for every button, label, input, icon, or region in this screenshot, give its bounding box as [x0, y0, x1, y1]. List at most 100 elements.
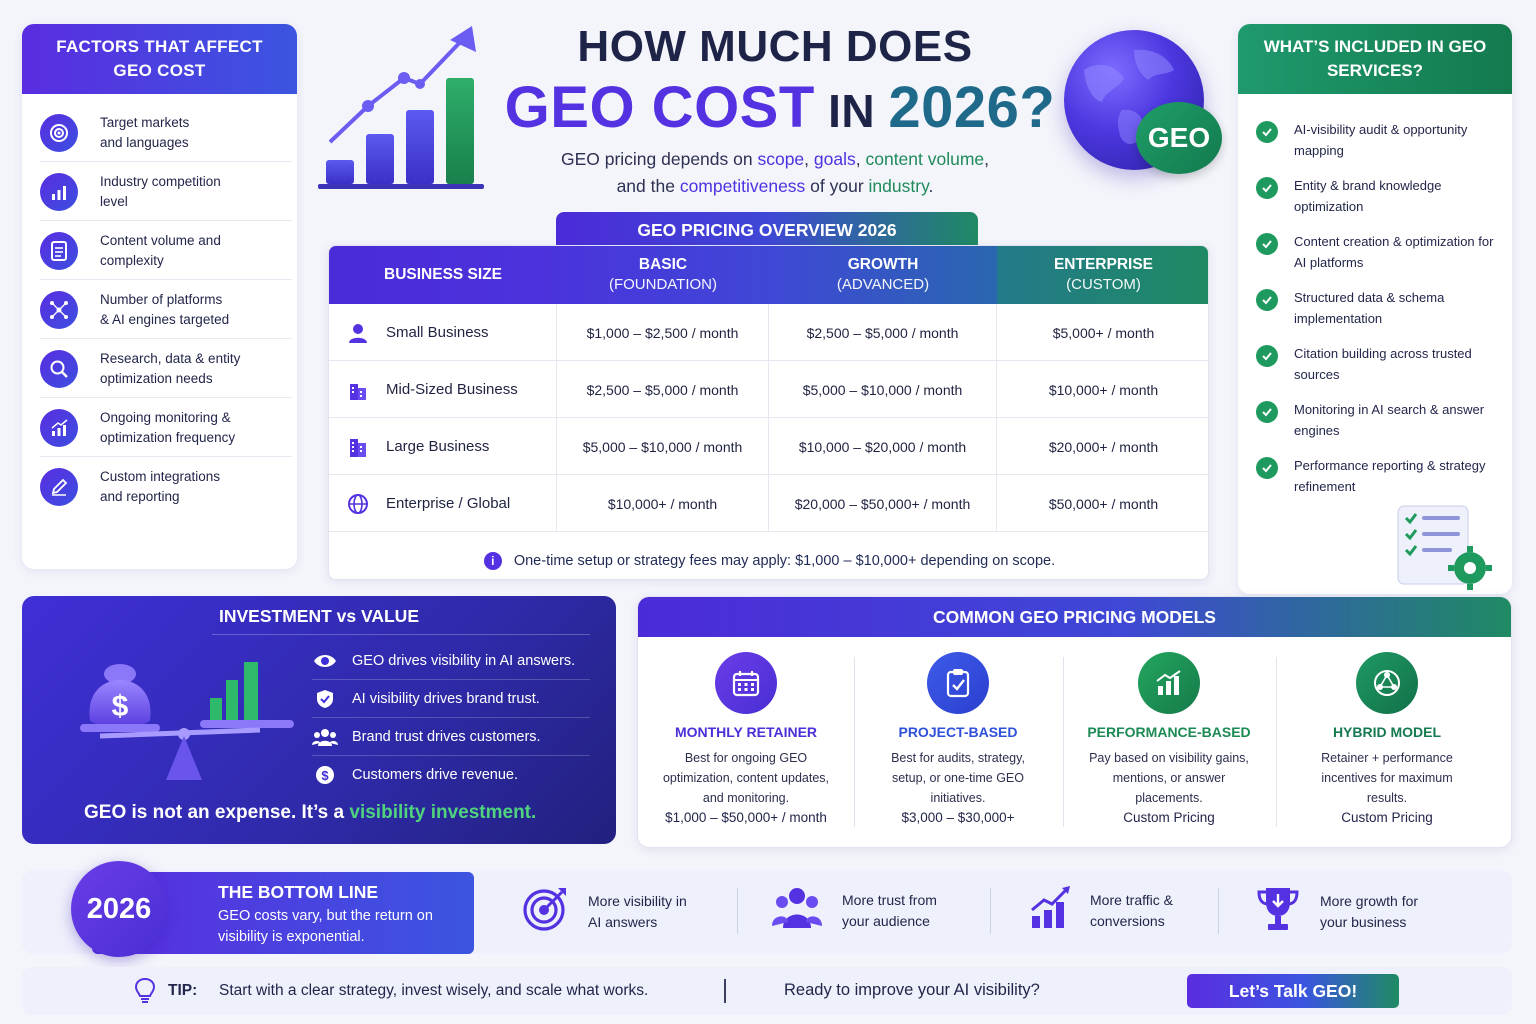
page-title-line1: HOW MUCH DOES — [577, 22, 973, 71]
header-sub: (ADVANCED) — [836, 276, 930, 293]
lets-talk-geo-button[interactable]: Let’s Talk GEO! — [1187, 974, 1399, 1008]
header-title: ENTERPRISE — [1053, 256, 1154, 273]
svg-text:$: $ — [321, 768, 329, 783]
model-name: PROJECT-BASED — [898, 724, 1018, 740]
pricing-overview-tab: GEO PRICING OVERVIEW 2026 — [556, 212, 978, 248]
included-panel: WHAT’S INCLUDED IN GEO SERVICES? AI-visi… — [1238, 24, 1512, 594]
keyword-scope: scope — [757, 149, 805, 169]
bottom-line-title: THE BOTTOM LINE — [218, 882, 379, 902]
subtitle-text: of your — [805, 176, 869, 196]
growth-chart-icon — [40, 408, 78, 447]
model-price: Custom Pricing — [1123, 810, 1215, 825]
factor-label: Ongoing monitoring & optimization freque… — [100, 409, 236, 445]
included-label: Entity & brand knowledge optimization — [1294, 178, 1442, 214]
model-name: PERFORMANCE-BASED — [1087, 724, 1251, 740]
model-price: Custom Pricing — [1341, 810, 1433, 825]
model-card: PROJECT-BASED Best for audits, strategy,… — [852, 652, 1064, 842]
growth-chart-icon — [1030, 886, 1070, 935]
benefit-item: More traffic & conversions — [1030, 886, 1173, 935]
page-title-line2: GEO COST IN 2026? — [450, 74, 1110, 141]
investment-footer: GEO is not an expense. It’s a visibility… — [84, 802, 536, 824]
people-icon — [772, 886, 822, 935]
divider — [854, 657, 855, 827]
investment-item: AI visibility drives brand trust. — [312, 680, 590, 718]
cta-question: Ready to improve your AI visibility? — [784, 981, 1040, 999]
subtitle-text: , — [984, 149, 990, 169]
model-name: HYBRID MODEL — [1332, 724, 1442, 740]
model-card: MONTHLY RETAINER Best for ongoing GEO op… — [640, 652, 852, 842]
pricing-table: BUSINESS SIZE BASIC (FOUNDATION) GROWTH (A… — [328, 245, 1209, 580]
divider — [724, 979, 726, 1003]
divider — [737, 888, 738, 934]
divider — [1276, 657, 1277, 827]
factor-label: Number of platforms & AI engines targete… — [100, 291, 230, 327]
calendar-icon — [715, 652, 777, 714]
included-label: Monitoring in AI search & answer engines — [1294, 402, 1485, 438]
business-size-label: Small Business — [386, 324, 489, 341]
header-growth: GROWTH (ADVANCED) — [769, 246, 997, 304]
pen-icon — [40, 468, 78, 506]
dollar-coin-icon: $ — [312, 765, 338, 785]
factor-item: Target markets and languages — [40, 104, 292, 162]
document-icon — [40, 231, 78, 270]
investment-text: Customers drive revenue. — [352, 767, 519, 783]
business-size-cell: Small Business — [329, 304, 557, 361]
geo-badge: GEO — [1136, 102, 1222, 174]
benefit-item: More visibility in AI answers — [522, 886, 687, 937]
subtitle-text: , — [855, 149, 866, 169]
bar-chart-icon — [40, 172, 78, 211]
model-price: $1,000 – $50,000+ / month — [665, 810, 827, 825]
subtitle-text: and the — [616, 176, 680, 196]
magnifier-icon — [40, 349, 78, 388]
business-size-cell: Enterprise / Global — [329, 475, 557, 532]
network-icon — [40, 290, 78, 329]
building-icon — [345, 434, 371, 460]
svg-text:$: $ — [112, 690, 129, 723]
benefit-text: More trust from your audience — [842, 891, 937, 929]
price-enterprise: $50,000+ / month — [1048, 495, 1159, 512]
clipboard-icon — [927, 652, 989, 714]
factors-title: FACTORS THAT AFFECT GEO COST — [22, 24, 297, 94]
included-label: AI-visibility audit & opportunity mappin… — [1294, 122, 1468, 158]
investment-text: AI visibility drives brand trust. — [352, 690, 540, 707]
investment-panel: INVESTMENT vs VALUE $ GEO drives visibil… — [22, 596, 616, 844]
subtitle-text: , — [804, 149, 814, 169]
divider — [990, 888, 991, 934]
model-name: MONTHLY RETAINER — [674, 724, 818, 740]
header-title: BASIC — [638, 256, 688, 273]
check-icon — [1256, 345, 1278, 367]
title-geo-cost: GEO COST — [504, 75, 815, 140]
factor-item: Number of platforms & AI engines targete… — [40, 281, 292, 339]
included-item: Performance reporting & strategy refinem… — [1256, 456, 1506, 497]
included-label: Content creation & optimization for AI p… — [1294, 234, 1494, 270]
check-icon — [1256, 233, 1278, 255]
check-icon — [1256, 289, 1278, 311]
pricing-models-title: COMMON GEO PRICING MODELS — [638, 597, 1511, 637]
info-icon: i — [483, 552, 502, 570]
investment-item: Brand trust drives customers. — [312, 718, 590, 756]
building-icon — [345, 377, 371, 403]
included-item: Structured data & schema implementation — [1256, 288, 1506, 329]
investment-item: $ Customers drive revenue. — [312, 756, 590, 794]
benefit-text: More visibility in AI answers — [588, 892, 687, 930]
price-growth: $20,000 – $50,000+ / month — [769, 475, 997, 532]
tip-label: TIP: — [168, 982, 198, 999]
bottom-line-description: GEO costs vary, but the return on visibi… — [218, 908, 433, 945]
keyword-goals: goals — [813, 149, 856, 169]
scale-illustration: $ — [80, 662, 294, 780]
header-basic: BASIC (FOUNDATION) — [557, 246, 769, 304]
factor-label: Research, data & entity optimization nee… — [100, 350, 241, 386]
business-size-label: Large Business — [386, 438, 490, 455]
investment-item: GEO drives visibility in AI answers. — [312, 642, 590, 680]
title-year: 2026? — [888, 75, 1056, 140]
lightbulb-icon — [134, 977, 156, 1003]
included-label: Citation building across trusted sources — [1294, 346, 1472, 382]
included-item: Monitoring in AI search & answer engines — [1256, 400, 1506, 441]
divider — [212, 634, 590, 635]
setup-fee-text: One-time setup or strategy fees may appl… — [513, 553, 1056, 569]
hybrid-network-icon — [1356, 652, 1418, 714]
price-growth: $10,000 – $20,000 / month — [769, 418, 997, 475]
business-size-label: Enterprise / Global — [386, 495, 511, 512]
trophy-icon — [1256, 886, 1300, 937]
benefit-item: More growth for your business — [1256, 886, 1418, 937]
